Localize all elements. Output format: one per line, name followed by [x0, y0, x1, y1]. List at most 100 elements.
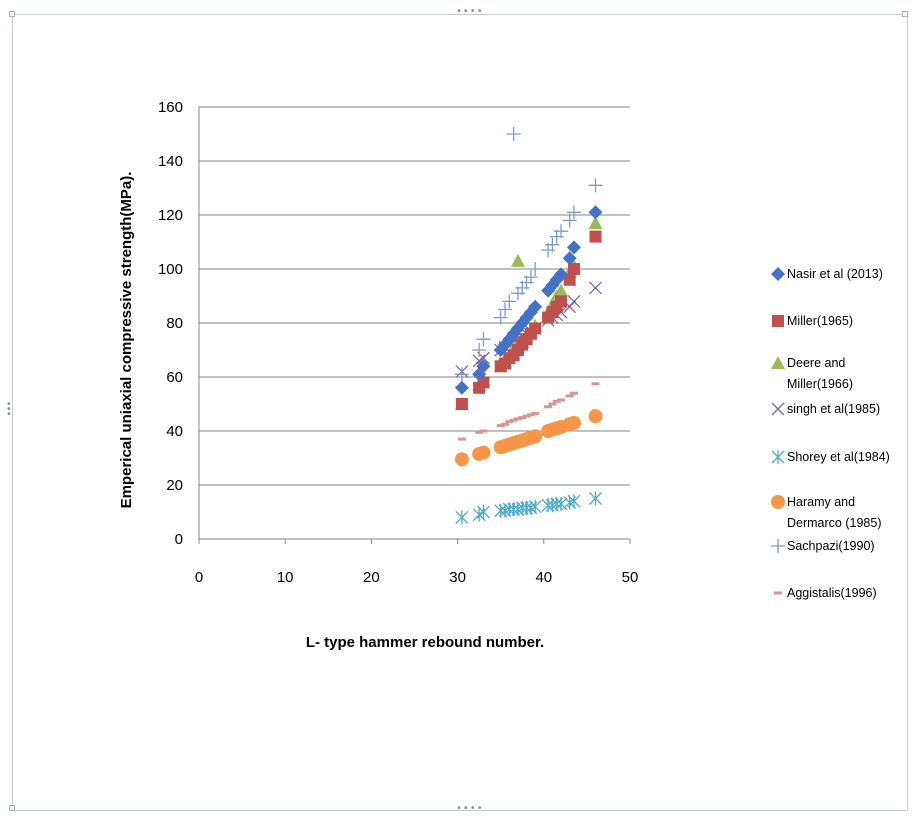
data-point-s7-5: [498, 302, 513, 317]
legend-item-7: Sachpazi(1990): [771, 539, 875, 553]
legend-marker-4: [771, 402, 785, 416]
data-point-s8-10: [522, 414, 531, 418]
data-point-s5-1: [455, 510, 469, 525]
data-point-s2-16: [555, 295, 568, 308]
data-point-s1-16: [554, 267, 569, 282]
x-tick-label-30: 30: [449, 569, 466, 586]
left-resize-handle[interactable]: • • •: [6, 399, 13, 420]
legend-marker-8: [774, 591, 782, 595]
data-points: [454, 127, 603, 525]
data-point-s7-2: [472, 343, 487, 357]
legend-label-5: Shorey et al(1984): [787, 450, 890, 464]
data-point-s1-3: [476, 359, 491, 374]
data-point-s6-1: [454, 452, 469, 467]
x-tick-label-10: 10: [277, 569, 294, 586]
legend: Nasir et al (2013) Miller(1965) Deere and M…: [771, 267, 890, 600]
y-tick-label-40: 40: [166, 423, 183, 440]
data-point-s5-18: [567, 494, 581, 509]
data-point-s8-11: [526, 413, 535, 417]
bottom-resize-handle[interactable]: ••••: [456, 803, 484, 814]
data-point-s4-19: [589, 281, 602, 295]
data-point-s6-19: [588, 409, 603, 424]
data-point-s8-16: [557, 398, 566, 402]
series-8: [457, 382, 600, 441]
legend-marker-5: [771, 450, 785, 464]
legend-item-6: Haramy and Dermarco (1985): [771, 495, 881, 530]
legend-marker-6: [771, 495, 785, 509]
legend-marker-2: [772, 315, 784, 327]
data-point-s7-18: [566, 205, 581, 220]
y-tick-labels: 0 20 40 60 80 100 120 140 160: [158, 99, 183, 548]
x-tick-label-0: 0: [195, 569, 203, 586]
series-5: [455, 491, 602, 525]
legend-marker-7: [771, 539, 785, 553]
data-point-s1-18: [566, 240, 581, 255]
legend-item-1: Nasir et al (2013): [771, 267, 883, 281]
data-point-s7-17: [562, 213, 577, 228]
y-tick-label-20: 20: [166, 477, 183, 494]
y-tick-label-0: 0: [175, 531, 183, 548]
data-point-s8-17: [565, 394, 574, 398]
series-6: [454, 409, 603, 467]
x-tick-labels: 0 10 20 30 40 50: [195, 569, 639, 586]
data-point-s7-12: [528, 262, 543, 276]
data-point-s8-2: [475, 430, 484, 434]
legend-label-4: singh et al(1985): [787, 402, 880, 416]
data-point-s8-13: [544, 405, 553, 409]
data-point-s8-4: [496, 424, 505, 428]
data-point-s7-19: [588, 178, 603, 193]
legend-label-8: Aggistalis(1996): [787, 586, 877, 600]
data-point-s1-1: [454, 380, 469, 395]
top-resize-handle[interactable]: ••••: [456, 6, 484, 17]
y-tick-label-80: 80: [166, 315, 183, 332]
top-right-resize-handle[interactable]: [902, 11, 908, 17]
legend-marker-3: [771, 356, 785, 369]
data-point-s5-12: [528, 499, 542, 514]
legend-label-6-line-1: Haramy and: [787, 495, 855, 509]
data-point-s8-5: [501, 422, 510, 426]
legend-item-5: Shorey et al(1984): [771, 450, 890, 464]
data-point-s3-19: [588, 216, 603, 230]
y-axis-title: Emperical uniaxial compressive strength(…: [118, 172, 135, 509]
legend-item-3: Deere and Miller(1966): [771, 356, 853, 391]
data-point-s3-16: [554, 283, 569, 297]
x-tick-label-50: 50: [622, 569, 639, 586]
top-left-resize-handle[interactable]: [9, 11, 15, 17]
data-point-s8-12: [531, 411, 540, 415]
legend-marker-1: [771, 267, 785, 281]
data-point-s2-19: [589, 230, 602, 243]
bottom-left-resize-handle[interactable]: [9, 805, 15, 811]
data-point-s4-18: [567, 294, 581, 308]
data-point-s3-8: [510, 253, 525, 267]
data-point-s8-1: [457, 437, 466, 441]
data-point-s5-3: [477, 505, 490, 519]
data-point-s1-17: [562, 251, 577, 266]
x-tick-label-20: 20: [363, 569, 380, 586]
series-7: [454, 127, 603, 382]
legend-label-1: Nasir et al (2013): [787, 267, 883, 281]
y-tick-label-60: 60: [166, 369, 183, 386]
legend-item-2: Miller(1965): [772, 314, 853, 328]
data-point-s2-1: [455, 398, 468, 410]
data-point-s8-3: [479, 429, 488, 433]
legend-label-2: Miller(1965): [787, 314, 853, 328]
legend-label-6-line-2: Dermarco (1985): [787, 516, 881, 530]
legend-label-3-line-1: Deere and: [787, 356, 845, 370]
data-point-s8-7: [509, 418, 518, 422]
series-1: [454, 205, 603, 395]
data-point-s2-18: [567, 263, 580, 275]
data-point-s6-12: [528, 429, 543, 444]
data-point-s6-18: [566, 415, 581, 430]
data-point-s7-16: [554, 224, 569, 239]
legend-label-3-line-2: Miller(1966): [787, 377, 853, 391]
data-point-s2-17: [563, 273, 576, 286]
data-point-s8-6: [505, 420, 514, 424]
data-point-s8-18: [569, 391, 578, 395]
data-point-s8-15: [552, 399, 561, 403]
y-tick-label-100: 100: [158, 261, 183, 278]
chart-frame[interactable]: [12, 14, 908, 811]
data-point-s8-8: [513, 417, 522, 421]
data-point-s8-19: [591, 382, 600, 386]
data-point-s6-3: [476, 445, 491, 460]
